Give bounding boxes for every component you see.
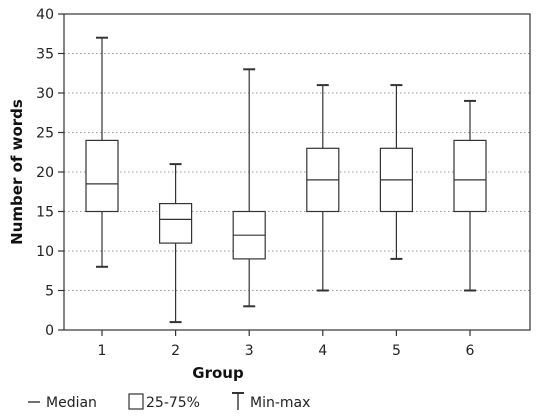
legend-whisker-label: Min-max	[250, 395, 310, 411]
legend-median-label: Median	[46, 395, 97, 411]
x-tick-label: 1	[98, 343, 107, 359]
iqr-box	[453, 139, 487, 213]
box-group-2	[159, 163, 193, 324]
legend-whisker-symbol	[232, 392, 244, 410]
iqr-box	[85, 139, 119, 213]
gridlines	[64, 53, 530, 291]
axes	[58, 13, 531, 336]
legend: Median 25-75% Min-max	[28, 392, 310, 411]
x-tick-label: 6	[466, 343, 475, 359]
y-tick-label: 25	[36, 126, 54, 142]
y-tick-label: 30	[36, 86, 54, 102]
y-tick-label: 20	[36, 165, 54, 181]
boxes	[85, 36, 487, 324]
y-tick-label: 0	[45, 323, 54, 339]
legend-box-symbol	[128, 393, 144, 410]
x-axis-title: Group	[192, 364, 244, 382]
x-tick-label: 2	[171, 343, 180, 359]
box-group-4	[306, 84, 340, 292]
iqr-box	[159, 203, 193, 244]
y-tick-label: 40	[36, 7, 54, 23]
box-group-6	[453, 99, 487, 292]
y-tick-label: 35	[36, 47, 54, 63]
x-tick-label: 4	[318, 343, 327, 359]
box-group-3	[232, 68, 266, 308]
box-group-1	[85, 36, 119, 268]
box-group-5	[379, 84, 413, 260]
y-tick-label: 15	[36, 205, 54, 221]
legend-box-label: 25-75%	[146, 395, 200, 411]
tick-labels: 0 5 10 15 20 25 30 35 40 1 2 3 4 5 6	[36, 7, 474, 359]
y-axis-title: Number of words	[8, 99, 26, 245]
x-tick-label: 5	[392, 343, 401, 359]
x-tick-label: 3	[245, 343, 254, 359]
y-tick-label: 10	[36, 244, 54, 260]
y-tick-label: 5	[45, 284, 54, 300]
